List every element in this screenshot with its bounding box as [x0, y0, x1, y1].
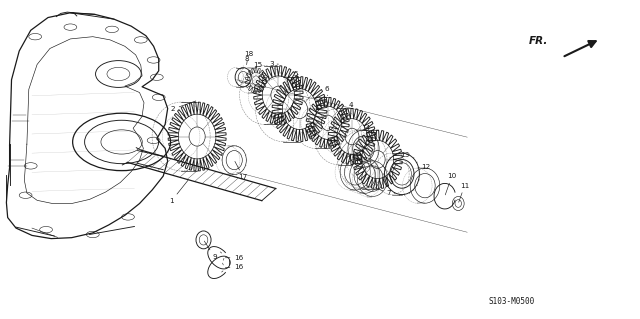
Text: 13: 13: [400, 152, 409, 158]
Text: 16: 16: [225, 255, 243, 261]
Text: 15: 15: [253, 63, 262, 68]
Text: 16: 16: [225, 264, 243, 270]
Text: 10: 10: [445, 173, 456, 195]
Text: 11: 11: [459, 183, 469, 202]
Text: 8: 8: [243, 56, 250, 66]
Text: 6: 6: [324, 86, 329, 96]
Text: 1: 1: [169, 180, 188, 204]
Text: 5: 5: [293, 71, 298, 77]
Text: 17: 17: [235, 161, 248, 180]
Text: 4: 4: [348, 102, 353, 108]
Text: 3: 3: [269, 61, 278, 67]
Text: 7: 7: [379, 189, 392, 196]
Text: 2: 2: [170, 101, 196, 112]
Text: 9: 9: [204, 241, 217, 260]
Text: 18: 18: [244, 51, 253, 65]
Text: FR.: FR.: [529, 35, 548, 46]
Text: 14: 14: [362, 125, 371, 131]
Text: 12: 12: [422, 165, 431, 170]
Text: S103-M0500: S103-M0500: [489, 297, 535, 306]
